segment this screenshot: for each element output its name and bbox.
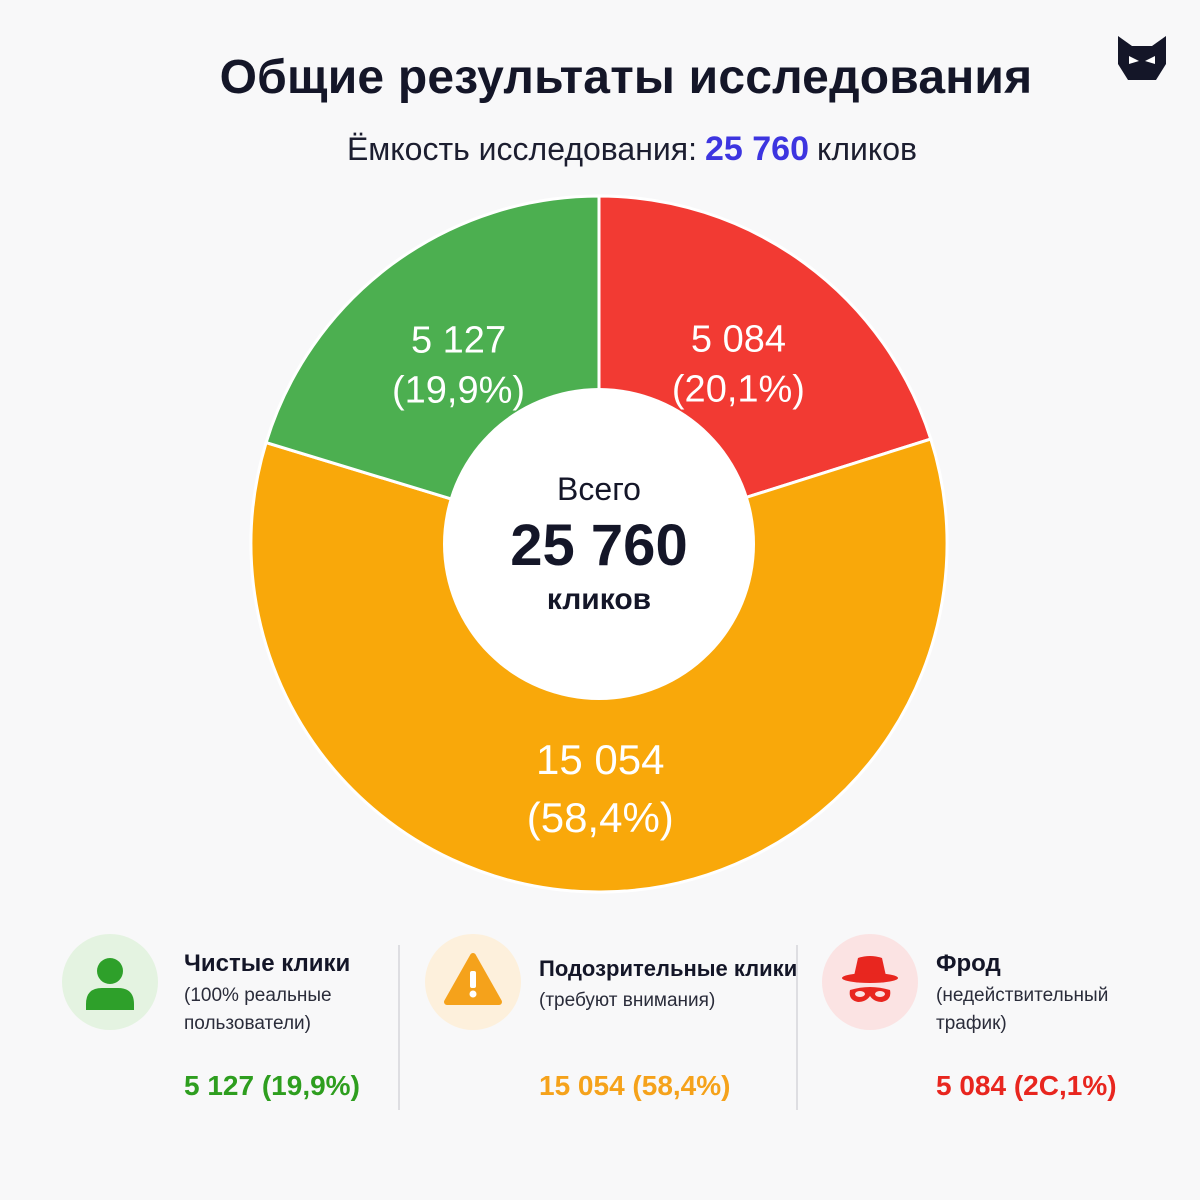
- slice-value-label: 15 054: [536, 736, 664, 783]
- warning-icon-badge: [425, 934, 521, 1030]
- legend-item-fraud: Фрод (недействительный трафик) 5 084 (2С…: [822, 930, 1142, 1130]
- slice-value-label: 5 084: [691, 319, 786, 361]
- brand-logo-icon: [1118, 36, 1166, 80]
- user-icon-badge: [62, 934, 158, 1030]
- subtitle-prefix: Ёмкость исследования:: [346, 131, 697, 167]
- legend-item-clean: Чистые клики (100% реальные пользователи…: [62, 930, 382, 1130]
- legend-desc-line1: (недействительный: [936, 985, 1109, 1006]
- slice-percent-label: (19,9%): [392, 369, 525, 411]
- spy-icon: [842, 956, 898, 1002]
- legend-name: Чистые клики: [184, 950, 351, 977]
- user-icon: [86, 958, 134, 1010]
- legend-desc-line2: трафик): [936, 1013, 1007, 1034]
- legend-item-suspicious: Подозрительные клики (требуют внимания) …: [425, 930, 797, 1130]
- slice-percent-label: (58,4%): [527, 794, 674, 841]
- legend-desc-line1: (100% реальные: [184, 985, 332, 1006]
- legend-name: Подозрительные клики: [539, 956, 798, 981]
- subtitle-value: 25 760: [704, 130, 809, 168]
- legend: Чистые клики (100% реальные пользователи…: [0, 930, 1200, 1130]
- center-total: 25 760: [510, 513, 687, 578]
- slice-percent-label: (20,1%): [672, 369, 805, 411]
- page-title: Общие результаты исследования: [219, 51, 1033, 104]
- page-subtitle: Ёмкость исследования: 25 760 кликов: [0, 130, 1200, 169]
- center-label-bottom: кликов: [547, 583, 651, 616]
- slice-value-label: 5 127: [411, 319, 506, 361]
- subtitle-suffix: кликов: [816, 131, 918, 167]
- spy-icon-badge: [822, 934, 918, 1030]
- legend-value: 5 127 (19,9%): [184, 1070, 360, 1101]
- legend-value: 15 054 (58,4%): [539, 1070, 731, 1101]
- legend-value: 5 084 (2С,1%): [936, 1070, 1117, 1101]
- legend-divider: [796, 945, 798, 1110]
- legend-desc-line1: (требуют внимания): [539, 990, 716, 1011]
- legend-divider: [398, 945, 400, 1110]
- donut-hole: [443, 388, 755, 700]
- legend-desc-line2: пользователи): [184, 1013, 311, 1034]
- center-label-top: Всего: [557, 471, 641, 507]
- legend-name: Фрод: [936, 950, 1001, 977]
- warning-icon: [444, 953, 502, 1005]
